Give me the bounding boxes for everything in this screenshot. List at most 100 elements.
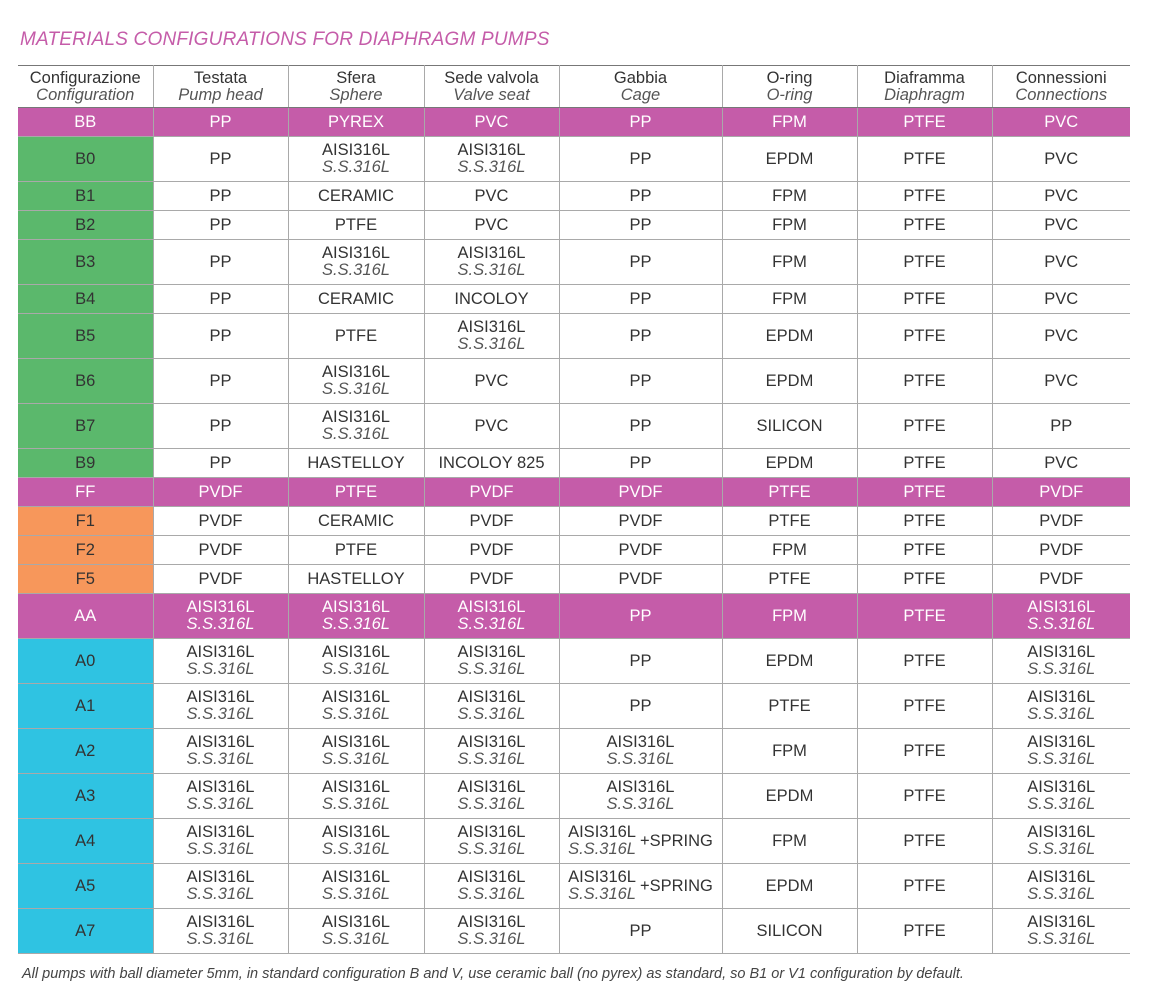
cell: PP xyxy=(152,284,289,314)
cell: PTFE xyxy=(856,477,993,507)
cell: CERAMIC xyxy=(287,181,425,211)
material: AISI316L xyxy=(568,868,636,886)
material: AISI316L xyxy=(457,598,526,616)
cell: PP xyxy=(152,181,289,211)
material-stack: AISI316L S.S.316L xyxy=(993,779,1131,813)
material-sub: S.S.316L xyxy=(186,660,255,678)
header-it: Connessioni xyxy=(1015,68,1107,87)
material-sub: S.S.316L xyxy=(568,885,636,903)
table-row: A4 AISI316L S.S.316L AISI316L S.S.316L AISI31… xyxy=(18,818,1131,864)
spring-wrap: AISI316L S.S.316L +SPRING xyxy=(568,869,713,903)
material-sub: S.S.316L xyxy=(568,840,636,858)
material-sub: S.S.316L xyxy=(322,885,390,903)
header-it: Testata xyxy=(193,68,248,87)
material-stack: AISI316L S.S.316L xyxy=(425,824,559,858)
material-stack: AISI316L S.S.316L xyxy=(289,734,424,768)
config-cell: F2 xyxy=(18,535,154,565)
cell: AISI316L S.S.316L xyxy=(423,593,560,639)
material-stack: AISI316L S.S.316L xyxy=(993,689,1131,723)
material-sub: S.S.316L xyxy=(457,840,526,858)
cell: PTFE xyxy=(856,107,993,137)
material: AISI316L xyxy=(322,733,390,751)
extra: +SPRING xyxy=(639,876,713,895)
config-cell: B9 xyxy=(18,448,154,478)
cell: PVDF xyxy=(152,535,289,565)
table-row: A3 AISI316L S.S.316L AISI316L S.S.316L AISI31… xyxy=(18,773,1131,819)
config-cell: FF xyxy=(18,477,154,507)
cell: AISI316L S.S.316L xyxy=(423,863,560,909)
header-cell: Sede valvola Valve seat xyxy=(423,65,560,108)
material-stack: AISI316L S.S.316L xyxy=(289,869,424,903)
material-stack: AISI316L S.S.316L xyxy=(425,689,559,723)
table-row: B0 PP AISI316L S.S.316L AISI316L S.S.316L PP EP… xyxy=(18,136,1130,182)
material-stack: AISI316L S.S.316L xyxy=(993,824,1131,858)
material-sub: S.S.316L xyxy=(186,930,255,948)
cell: PVDF xyxy=(991,564,1130,594)
header-en: Valve seat xyxy=(453,85,530,104)
material: AISI316L xyxy=(1027,733,1096,751)
cell: FPM xyxy=(721,181,858,211)
cell: PVC xyxy=(991,448,1130,478)
material-stack: AISI316L S.S.316L xyxy=(425,644,559,678)
material-stack: AISI316L S.S.316L xyxy=(993,914,1131,948)
spring-wrap: AISI316L S.S.316L +SPRING xyxy=(568,824,713,858)
table-row: B7 PP AISI316L S.S.316L PVC PP SILICON PTFE PP xyxy=(18,403,1130,449)
cell: AISI316L S.S.316L xyxy=(423,908,560,954)
material: AISI316L xyxy=(322,868,390,886)
material-stack: AISI316L S.S.316L xyxy=(425,869,559,903)
cell: PP xyxy=(558,210,723,240)
table-row: A7 AISI316L S.S.316L AISI316L S.S.316L AISI31… xyxy=(18,908,1131,954)
material-stack: AISI316L S.S.316L xyxy=(154,644,288,678)
cell: PVC xyxy=(991,181,1130,211)
cell: PVDF xyxy=(558,535,723,565)
title: MATERIALS CONFIGURATIONS FOR DIAPHRAGM P… xyxy=(20,29,550,50)
material-stack: AISI316L S.S.316L xyxy=(289,599,424,633)
material: AISI316L xyxy=(457,244,526,262)
table-row: B9 PP HASTELLOY INCOLOY 825 PP EPDM PTFE PVC xyxy=(18,448,1130,478)
material: AISI316L xyxy=(568,823,636,841)
cell: AISI316L S.S.316L xyxy=(423,239,560,285)
material: AISI316L xyxy=(186,868,255,886)
header-cell: Sfera Sphere xyxy=(287,65,425,108)
cell: PTFE xyxy=(856,818,993,864)
cell: AISI316L S.S.316L xyxy=(287,863,425,909)
cell: PP xyxy=(558,593,723,639)
cell: PVC xyxy=(991,313,1130,359)
cell: INCOLOY 825 xyxy=(423,448,560,478)
cell: PTFE xyxy=(856,239,993,285)
material-stack: AISI316L S.S.316L xyxy=(425,245,559,279)
cell: PTFE xyxy=(856,535,993,565)
material-stack: AISI316L S.S.316L xyxy=(289,914,424,948)
config-cell: A1 xyxy=(18,683,154,729)
header-en: Sphere xyxy=(329,85,383,104)
cell: AISI316L S.S.316L xyxy=(991,728,1130,774)
cell: PVC xyxy=(423,403,560,449)
config-cell: A7 xyxy=(18,908,154,954)
cell: AISI316L S.S.316L xyxy=(423,773,560,819)
material-sub: S.S.316L xyxy=(457,795,526,813)
cell: PP xyxy=(558,136,723,182)
cell: EPDM xyxy=(721,448,858,478)
config-cell: A2 xyxy=(18,728,154,774)
material-sub: S.S.316L xyxy=(322,795,390,813)
table-row: FF PVDF PTFE PVDF PVDF PTFE PTFE PVDF xyxy=(18,477,1130,507)
material-sub: S.S.316L xyxy=(322,750,390,768)
header-cell: Connessioni Connections xyxy=(991,65,1130,108)
cell: PTFE xyxy=(721,564,858,594)
cell: EPDM xyxy=(721,136,858,182)
table-row: B6 PP AISI316L S.S.316L PVC PP EPDM PTFE PVC xyxy=(18,358,1130,404)
cell: PTFE xyxy=(721,683,858,729)
material-sub: S.S.316L xyxy=(322,158,390,176)
table-row: B1 PP CERAMIC PVC PP FPM PTFE PVC xyxy=(18,181,1130,211)
cell: FPM xyxy=(721,818,858,864)
material: AISI316L xyxy=(457,778,526,796)
cell: SILICON xyxy=(721,403,858,449)
cell: PVC xyxy=(423,181,560,211)
cell: EPDM xyxy=(721,773,858,819)
material: AISI316L xyxy=(186,823,255,841)
cell: FPM xyxy=(721,284,858,314)
cell: PP xyxy=(558,448,723,478)
cell: PP xyxy=(558,358,723,404)
table-row: F5 PVDF HASTELLOY PVDF PVDF PTFE PTFE PVDF xyxy=(18,564,1130,594)
header-cell: Configurazione Configuration xyxy=(18,65,154,108)
